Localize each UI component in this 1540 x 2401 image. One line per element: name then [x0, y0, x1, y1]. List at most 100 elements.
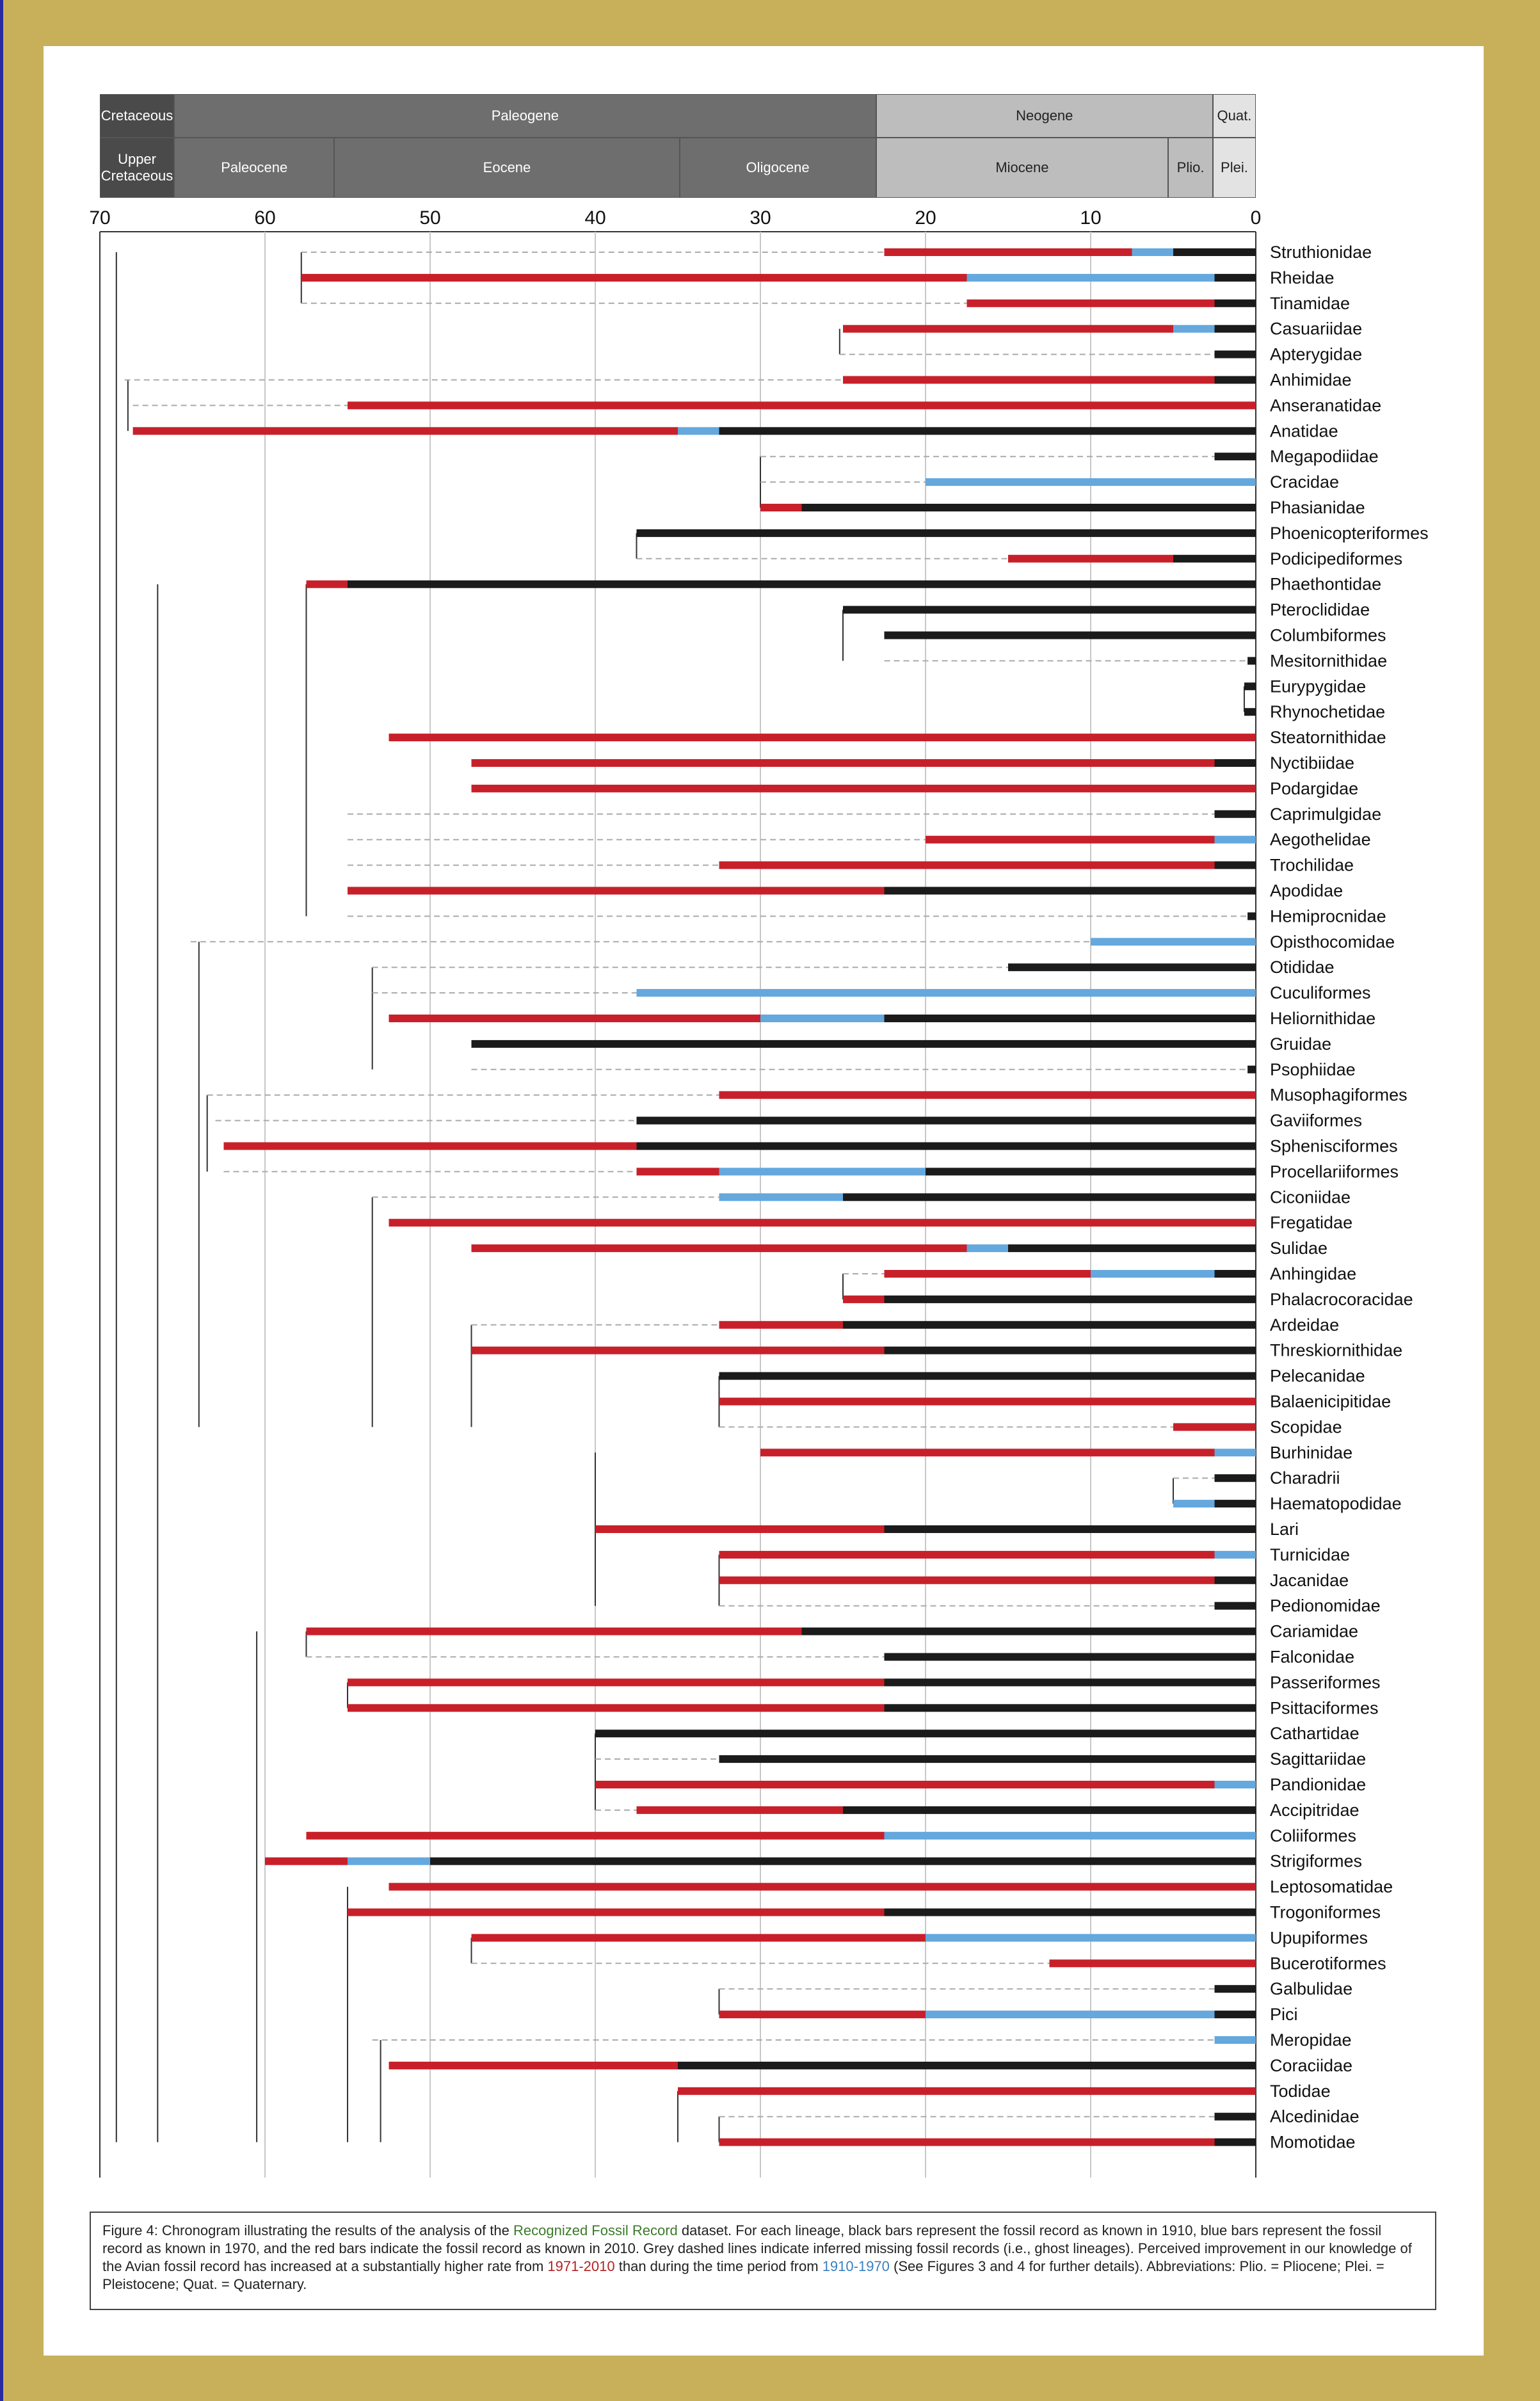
red-bar-upupiformes	[471, 1934, 926, 1942]
black-bar-phasianidae	[801, 504, 1256, 511]
red-bar-sphenisciformes	[223, 1142, 637, 1150]
blue-bar-opisthocomidae	[1091, 938, 1256, 946]
blue-bar-anatidae	[678, 427, 719, 435]
black-bar-alcedinidae	[1214, 2112, 1256, 2121]
blue-bar-meropidae	[1214, 2036, 1256, 2044]
red-bar-apodidae	[348, 887, 885, 895]
black-bar-ardeidae	[843, 1321, 1256, 1329]
taxon-label-cuculiformes: Cuculiformes	[1270, 983, 1371, 1002]
red-bar-anhingidae	[884, 1270, 1091, 1278]
timescale-unit-1-0: Upper Cretaceous	[100, 138, 175, 198]
black-bar-gruidae	[471, 1040, 1256, 1048]
red-bar-passeriformes	[348, 1678, 885, 1687]
timescale-unit-1-1: Paleocene	[174, 138, 335, 198]
taxon-label-scopidae: Scopidae	[1270, 1417, 1342, 1436]
blue-bar-aegothelidae	[1214, 835, 1256, 844]
taxon-label-trochilidae: Trochilidae	[1270, 856, 1354, 875]
black-bar-phoenicopteriformes	[636, 529, 1256, 537]
blue-bar-haematopodidae	[1173, 1500, 1215, 1508]
red-bar-phaethontidae	[306, 580, 348, 588]
black-bar-rheidae	[1214, 273, 1256, 282]
taxon-label-podargidae: Podargidae	[1270, 779, 1358, 798]
taxon-label-galbulidae: Galbulidae	[1270, 1979, 1352, 1998]
chronogram-chart: 70 60 50 40 30 20 10 0 Struthionidae Rheidae Tinam…	[89, 207, 1429, 2178]
red-bar-procellariiformes	[636, 1168, 719, 1176]
taxon-label-passeriformes: Passeriformes	[1270, 1673, 1381, 1692]
timescale-unit-1-2: Eocene	[334, 138, 680, 198]
taxon-label-musophagiformes: Musophagiformes	[1270, 1086, 1408, 1105]
taxon-label-pedionomidae: Pedionomidae	[1270, 1596, 1381, 1616]
taxon-label-sphenisciformes: Sphenisciformes	[1270, 1137, 1398, 1156]
black-bar-pici	[1214, 2011, 1256, 2019]
taxon-label-falconidae: Falconidae	[1270, 1648, 1354, 1667]
black-bar-sagittariidae	[719, 1755, 1256, 1763]
black-bar-pedionomidae	[1214, 1602, 1256, 1610]
black-bar-pteroclididae	[843, 606, 1256, 614]
taxon-label-pandionidae: Pandionidae	[1270, 1775, 1366, 1794]
red-bar-podicipediformes	[1008, 554, 1173, 563]
taxon-label-alcedinidae: Alcedinidae	[1270, 2107, 1360, 2126]
black-bar-ciconiidae	[843, 1193, 1256, 1201]
caption-part-1: Figure 4: Chronogram illustrating the re…	[102, 2222, 513, 2238]
taxon-label-nyctibiidae: Nyctibiidae	[1270, 753, 1354, 773]
taxon-label-pelecanidae: Pelecanidae	[1270, 1367, 1365, 1386]
red-bar-coliiformes	[306, 1831, 885, 1840]
taxon-label-pteroclididae: Pteroclididae	[1270, 600, 1370, 620]
red-bar-scopidae	[1173, 1423, 1256, 1431]
black-bar-megapodiidae	[1214, 453, 1256, 461]
red-bar-jacanidae	[719, 1576, 1215, 1584]
black-bar-cathartidae	[595, 1730, 1256, 1738]
taxon-label-podicipediformes: Podicipediformes	[1270, 549, 1402, 568]
tick-label-70: 70	[89, 207, 110, 229]
blue-bar-rheidae	[967, 273, 1215, 282]
timescale-unit-0-1: Paleogene	[174, 94, 876, 138]
black-bar-lari	[884, 1525, 1256, 1533]
blue-bar-strigiformes	[348, 1857, 430, 1865]
black-bar-falconidae	[884, 1653, 1256, 1661]
taxon-label-sulidae: Sulidae	[1270, 1239, 1327, 1258]
red-bar-sulidae	[471, 1244, 967, 1253]
tick-label-20: 20	[915, 207, 936, 229]
caption-red-range: 1971-2010	[547, 2258, 615, 2274]
taxon-label-phalacrocoracidae: Phalacrocoracidae	[1270, 1290, 1413, 1309]
red-bar-todidae	[678, 2087, 1256, 2095]
taxon-label-coliiformes: Coliiformes	[1270, 1826, 1356, 1845]
taxon-label-haematopodidae: Haematopodidae	[1270, 1494, 1402, 1513]
red-bar-tinamidae	[967, 299, 1215, 307]
red-bar-struthionidae	[884, 248, 1132, 256]
red-bar-psittaciformes	[348, 1704, 885, 1712]
taxon-label-turnicidae: Turnicidae	[1270, 1545, 1350, 1564]
red-bar-balaenicipitidae	[719, 1397, 1256, 1406]
taxon-label-phaethontidae: Phaethontidae	[1270, 575, 1381, 594]
blue-bar-heliornithidae	[760, 1015, 885, 1022]
black-bar-trogoniformes	[884, 1908, 1256, 1916]
taxon-label-heliornithidae: Heliornithidae	[1270, 1009, 1376, 1028]
taxon-label-bucerotiformes: Bucerotiformes	[1270, 1954, 1386, 1973]
taxon-label-apodidae: Apodidae	[1270, 881, 1343, 901]
blue-bar-coliiformes	[884, 1831, 1256, 1840]
red-bar-turnicidae	[719, 1550, 1215, 1559]
taxon-label-gruidae: Gruidae	[1270, 1034, 1331, 1054]
red-bar-momotidae	[719, 2138, 1215, 2146]
taxon-label-psophiidae: Psophiidae	[1270, 1060, 1356, 1079]
taxon-label-fregatidae: Fregatidae	[1270, 1213, 1352, 1232]
red-bar-bucerotiformes	[1049, 1959, 1256, 1968]
timescale-unit-0-2: Neogene	[876, 94, 1213, 138]
black-bar-galbulidae	[1214, 1985, 1256, 1993]
red-bar-ardeidae	[719, 1321, 843, 1329]
taxon-label-momotidae: Momotidae	[1270, 2133, 1356, 2152]
timescale-unit-1-6: Plei.	[1212, 138, 1256, 198]
red-bar-coraciidae	[389, 2061, 678, 2069]
red-bar-musophagiformes	[719, 1091, 1256, 1099]
black-bar-anhingidae	[1214, 1270, 1256, 1278]
black-bar-coraciidae	[678, 2061, 1256, 2069]
taxon-label-todidae: Todidae	[1270, 2082, 1331, 2101]
black-bar-tinamidae	[1214, 299, 1256, 307]
taxon-label-phasianidae: Phasianidae	[1270, 498, 1365, 517]
taxon-label-procellariiformes: Procellariiformes	[1270, 1162, 1399, 1181]
taxon-label-pici: Pici	[1270, 2005, 1298, 2024]
black-bar-anatidae	[719, 427, 1256, 435]
red-bar-casuariidae	[843, 325, 1173, 333]
caption-part-4: (See Figures 3 and 4 for further details…	[102, 2258, 1384, 2292]
